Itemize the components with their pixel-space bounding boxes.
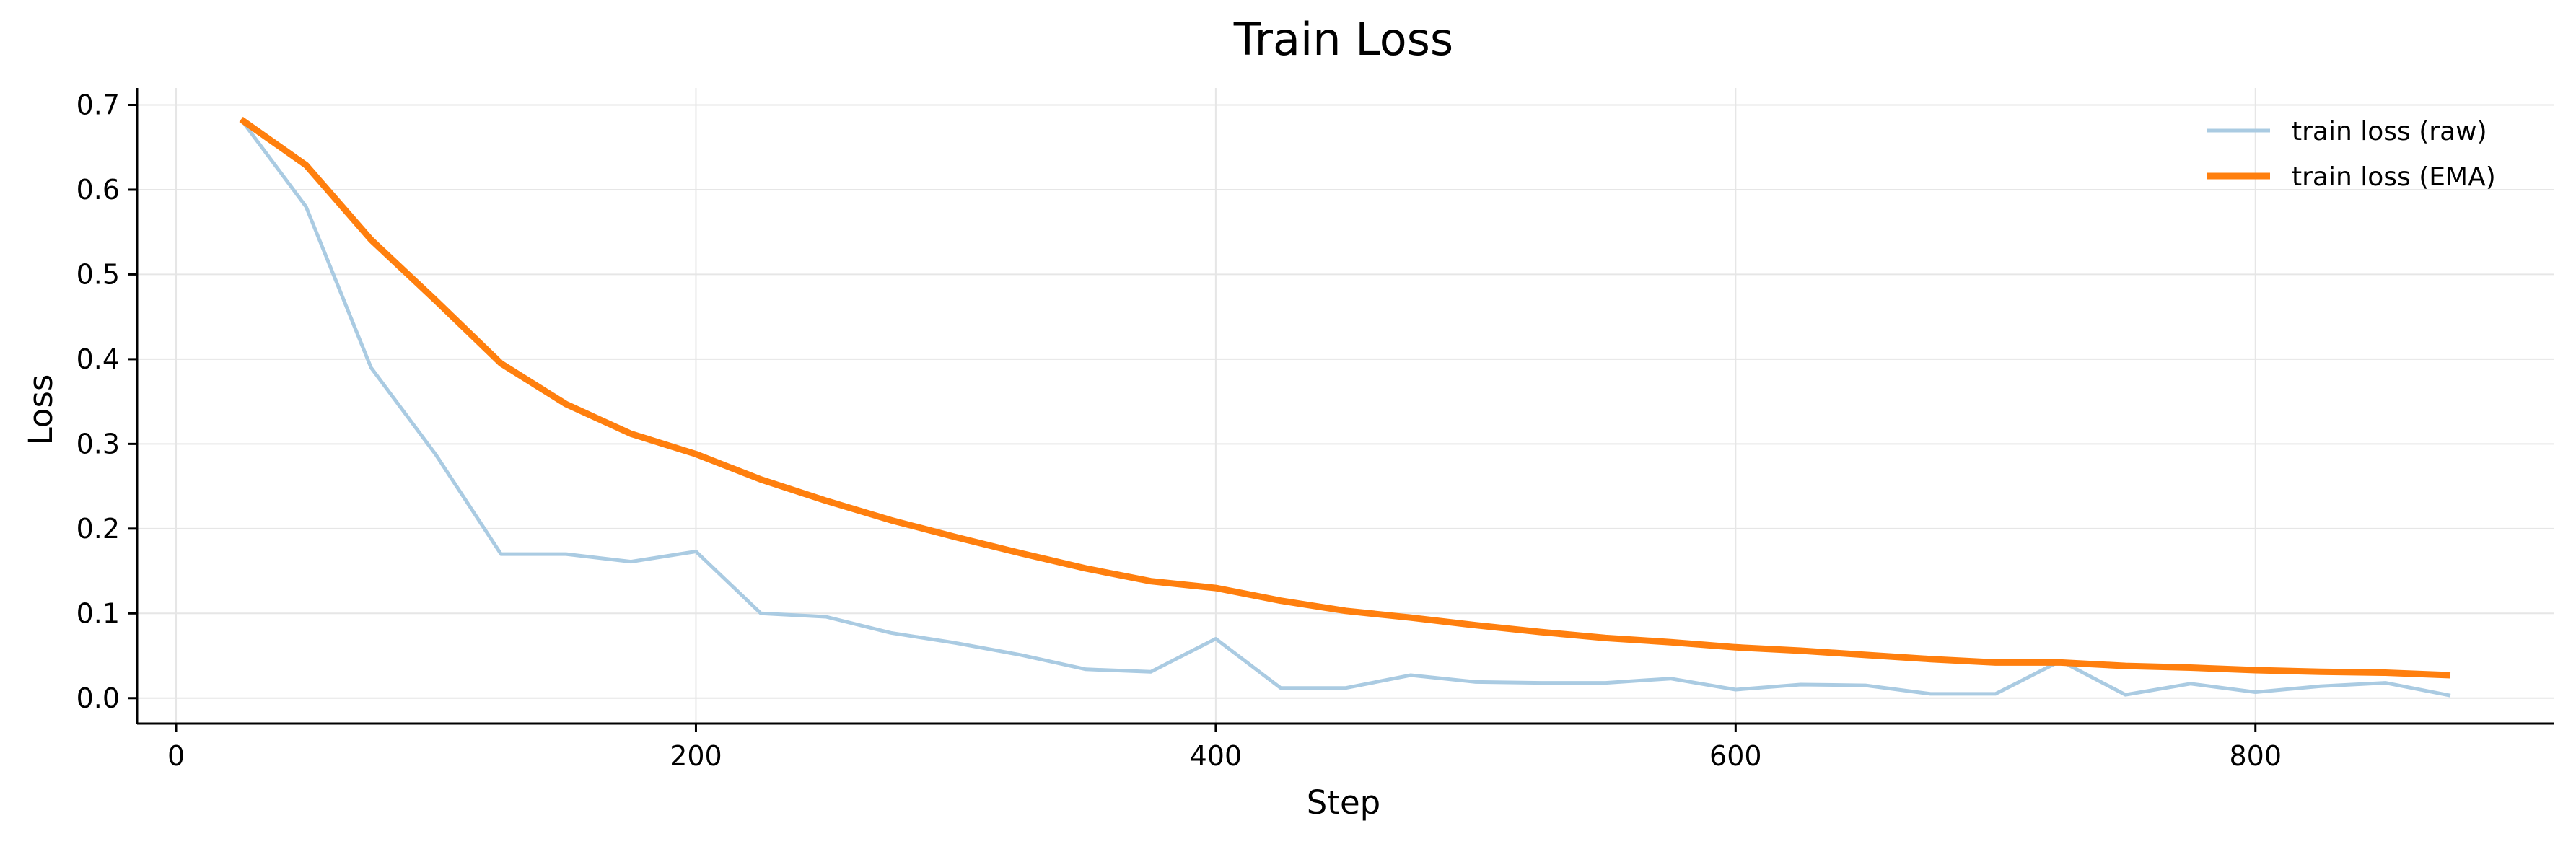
chart-title: Train Loss [1233,13,1453,66]
x-tick-label: 0 [167,740,185,772]
legend: train loss (raw) train loss (EMA) [2207,117,2496,192]
y-tick-label: 0.1 [76,597,120,629]
x-axis-label: Step [1307,783,1380,822]
legend-label-ema: train loss (EMA) [2292,162,2496,192]
y-tick-label: 0.6 [76,174,120,206]
axes [128,88,2554,732]
series-line-raw [240,118,2451,698]
y-tick-label: 0.2 [76,513,120,545]
series-line-ema [239,116,2451,679]
y-tick-label: 0.7 [76,89,120,120]
y-tick-label: 0.3 [76,428,120,460]
x-tick-label: 800 [2229,740,2282,772]
tick-labels: 0 200 400 600 800 0.0 0.1 0.2 0.3 0.4 0.5 0.6 0.7 [76,89,2282,772]
y-axis-label: Loss [22,374,60,446]
grid-lines [137,88,2554,724]
x-tick-label: 200 [670,740,722,772]
y-tick-label: 0.5 [76,258,120,290]
x-tick-label: 400 [1190,740,1243,772]
y-tick-label: 0.0 [76,682,120,714]
y-tick-label: 0.4 [76,343,120,375]
x-tick-label: 600 [1709,740,1762,772]
legend-label-raw: train loss (raw) [2292,117,2487,146]
series-lines [239,116,2451,698]
